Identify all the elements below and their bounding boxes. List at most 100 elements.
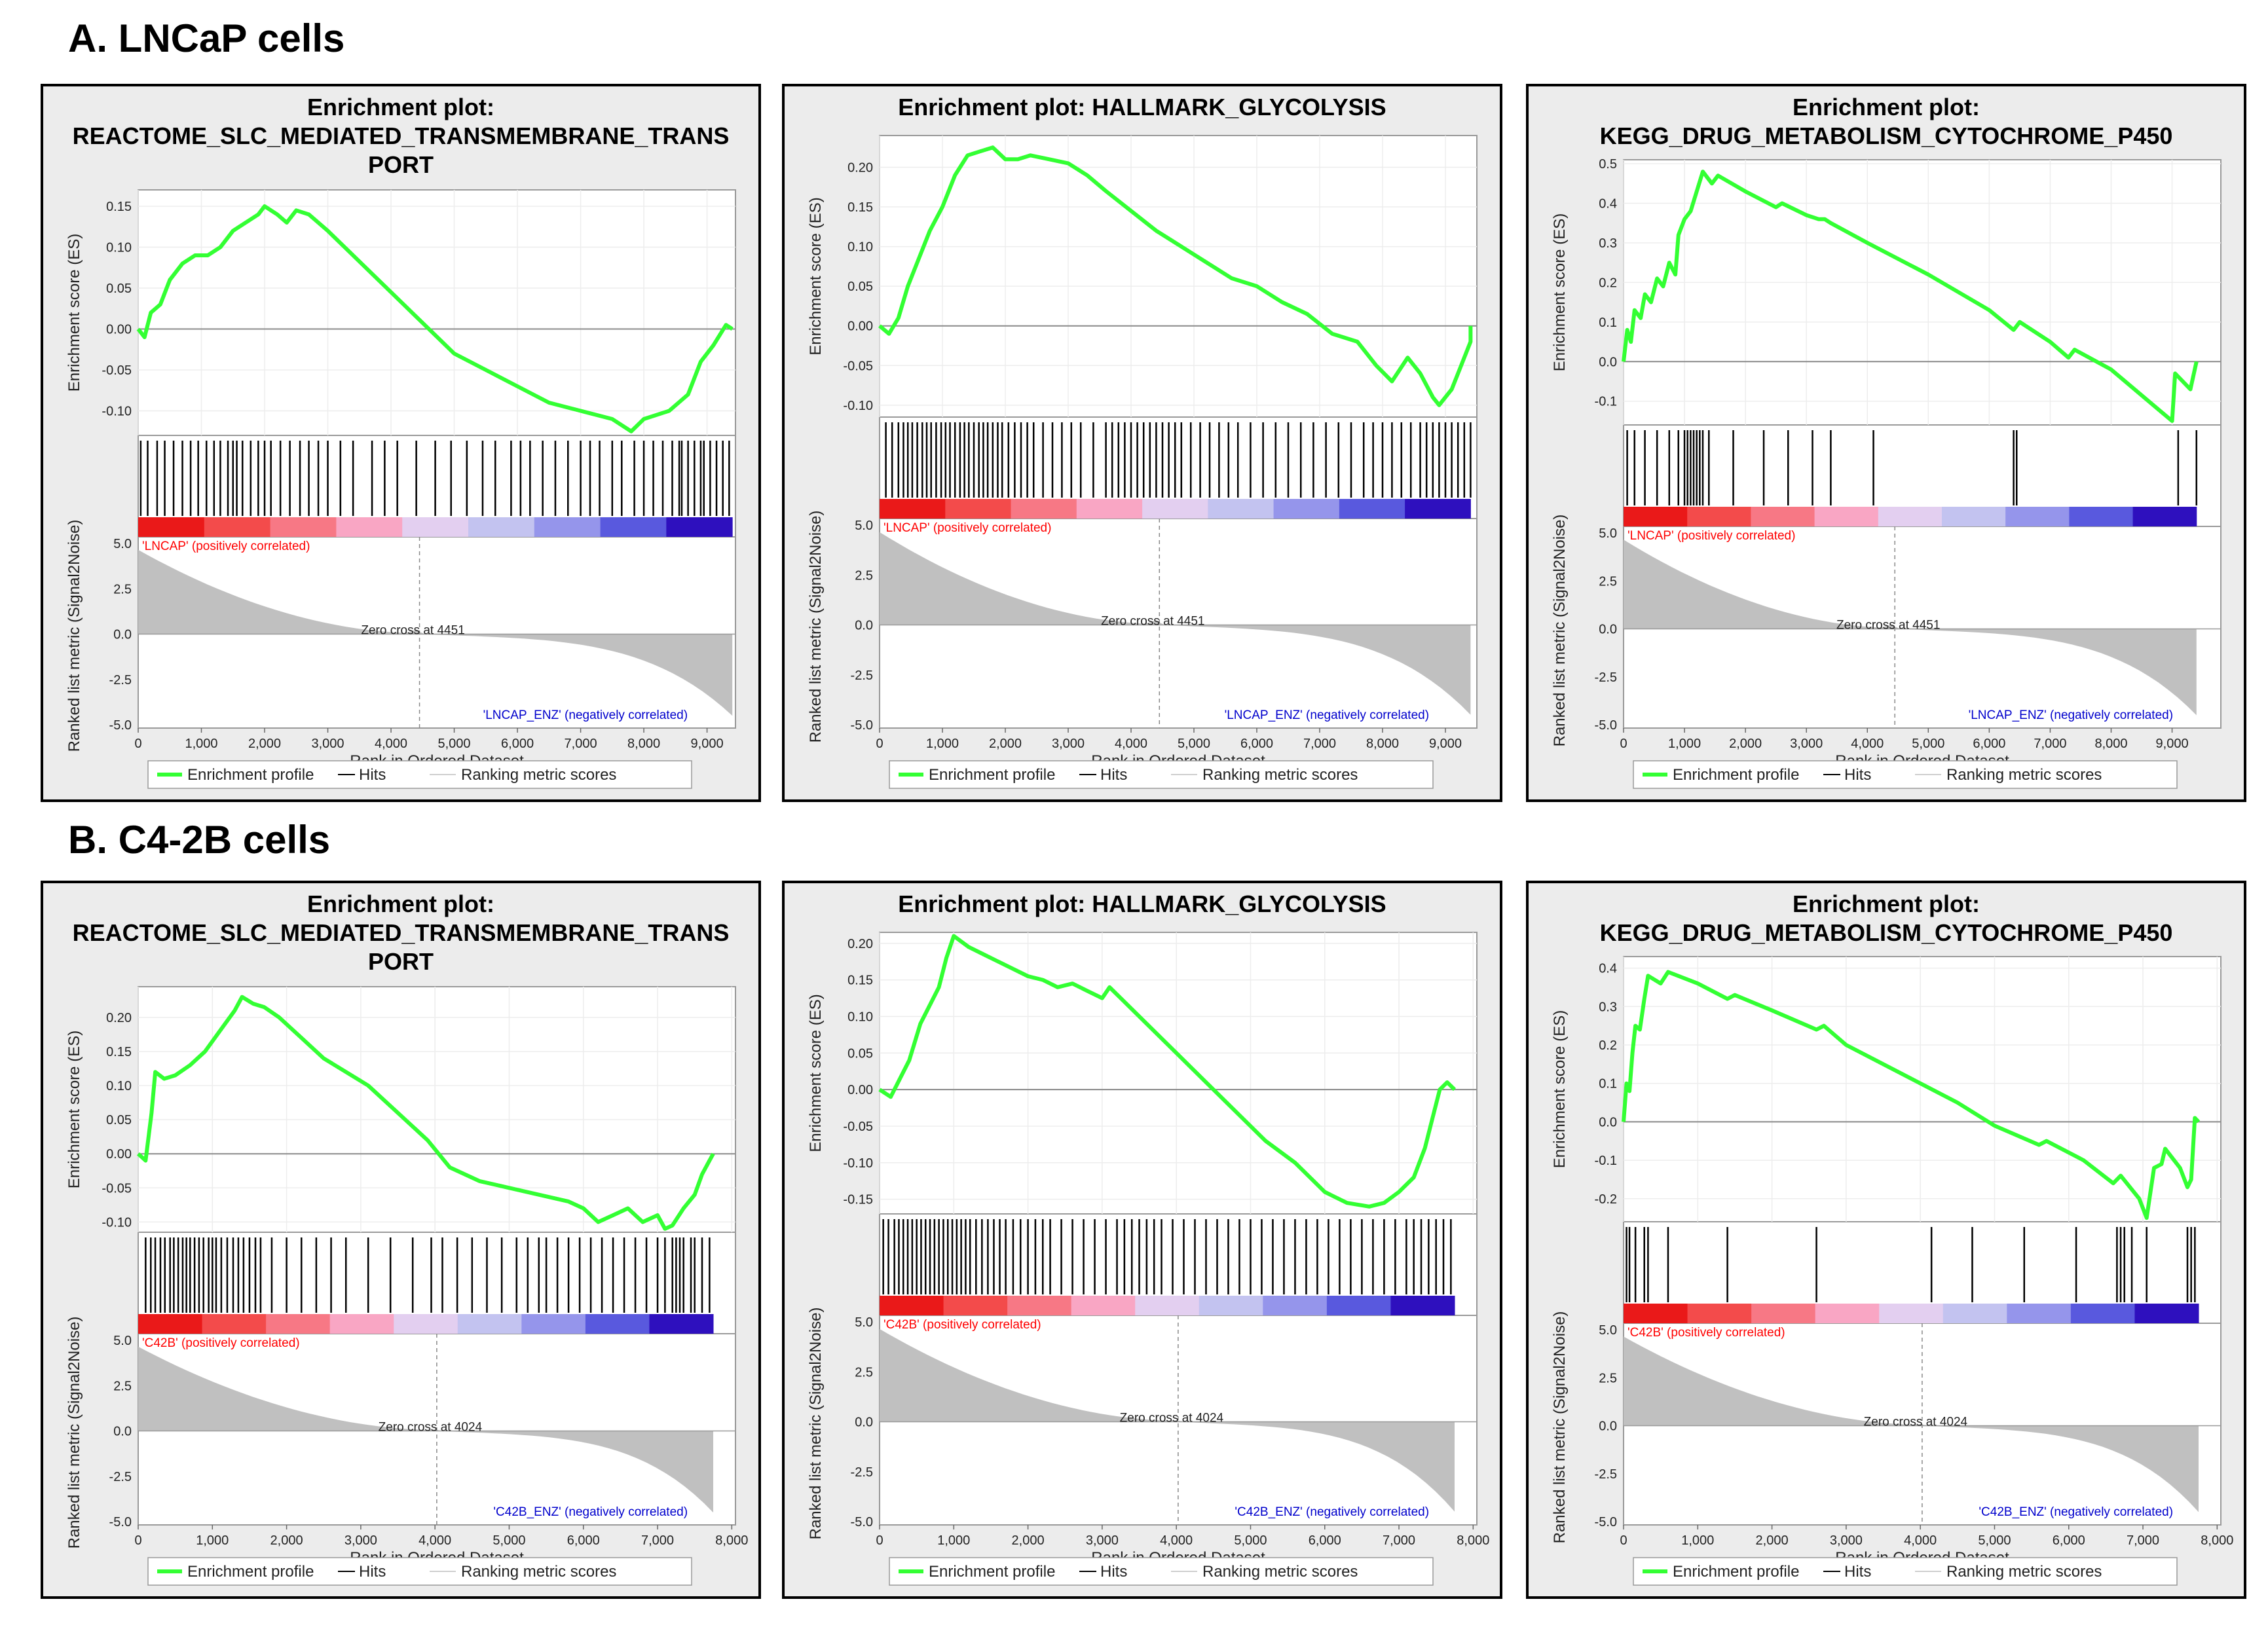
rank-heat-segment [1878,507,1943,526]
x-tick-label: 4,000 [1160,1533,1193,1548]
enrichment-profile-line [878,934,1457,1209]
legend-box [1633,1557,2178,1586]
es-tick-label: 0.4 [1599,962,1617,976]
legend-enrichment-label: Enrichment profile [1673,766,1799,784]
positive-correlation-label: 'C42B' (positively correlated) [142,1336,300,1350]
rank-tick-label: 2.5 [855,568,873,583]
x-tick-label: 0 [134,737,141,751]
chart-title-line: Enrichment plot: [1793,94,1980,120]
x-tick-label: 5,000 [493,1533,525,1548]
legend-enrichment-label: Enrichment profile [187,1563,314,1581]
rank-axis-label: Ranked list metric (Signal2Noise) [1551,515,1569,747]
es-tick-label: 0.20 [106,1011,132,1025]
x-tick-label: 3,000 [311,737,344,751]
rank-heat-segment [329,1314,394,1334]
negative-correlation-label: 'LNCAP_ENZ' (negatively correlated) [1969,708,2173,722]
x-tick-label: 8,000 [1366,737,1399,751]
enrichment-chart: Enrichment plot:KEGG_DRUG_METABOLISM_CYT… [1551,94,2222,789]
chart-title-line: REACTOME_SLC_MEDIATED_TRANSMEMBRANE_TRAN… [73,919,730,946]
negative-correlation-label: 'LNCAP_ENZ' (negatively correlated) [483,708,688,722]
es-tick-label: 0.05 [106,282,132,296]
rank-heat-segment [1071,1296,1136,1315]
x-tick-label: 4,000 [418,1533,451,1548]
rank-heat-segment [1390,1296,1455,1315]
rank-tick-label: 2.5 [1599,1371,1617,1385]
rank-heat-segment [1199,1296,1263,1315]
legend-box [147,760,692,789]
x-tick-label: 1,000 [196,1533,229,1548]
rank-heat-segment [1263,1296,1328,1315]
rank-heat-segment [1624,507,1688,526]
chart-legend: Enrichment profile Hits Ranking metric sco… [147,760,692,789]
x-tick-label: 1,000 [926,737,959,751]
chart-title-line: PORT [368,151,434,178]
x-tick-label: 4,000 [375,737,407,751]
section-title-a: A. LNCaP cells [68,16,345,60]
rank-tick-label: 2.5 [113,1379,132,1393]
chart-legend: Enrichment profile Hits Ranking metric sco… [889,760,1434,789]
enrichment-profile-line [136,995,715,1231]
enrichment-profile-line [1622,970,2201,1220]
es-tick-label: 0.05 [847,280,873,294]
rank-heat-segment [1339,499,1405,519]
rank-tick-label: 2.5 [1599,574,1617,589]
enrichment-plot-panel: Enrichment plot: REACTOME_SLC_MEDIATED_TR… [41,881,761,1599]
rank-axis-label: Ranked list metric (Signal2Noise) [1551,1311,1569,1544]
chart-title-line: PORT [368,948,434,975]
x-tick-label: 4,000 [1115,737,1147,751]
legend-box [147,1557,692,1586]
enrichment-chart: Enrichment plot:REACTOME_SLC_MEDIATED_TR… [65,94,736,789]
legend-ranking-label: Ranking metric scores [1202,766,1358,784]
zero-cross-label: Zero cross at 4024 [1864,1416,1968,1429]
rank-heat-segment [468,517,535,537]
rank-tick-label: 0.0 [1599,1419,1617,1434]
rank-heat-segment [1943,1304,2007,1323]
es-tick-label: -0.10 [843,399,873,413]
ranking-metric-area [1624,540,2197,716]
chart-legend: Enrichment profile Hits Ranking metric sco… [1633,1557,2178,1586]
legend-enrichment-label: Enrichment profile [1673,1563,1799,1581]
chart-legend: Enrichment profile Hits Ranking metric sco… [1633,760,2178,789]
x-tick-label: 6,000 [1240,737,1273,751]
x-tick-label: 0 [876,1533,883,1548]
x-tick-label: 2,000 [270,1533,303,1548]
ranking-metric-area [880,1328,1455,1512]
es-axis-label: Enrichment score (ES) [65,234,83,392]
rank-tick-label: 5.0 [855,519,873,533]
positive-correlation-label: 'C42B' (positively correlated) [1627,1326,1785,1340]
rank-heat-segment [1007,1296,1072,1315]
x-tick-label: 3,000 [1052,737,1085,751]
rank-heat-segment [1142,499,1208,519]
rank-tick-label: -2.5 [851,668,873,683]
rank-tick-label: 2.5 [855,1365,873,1380]
es-tick-label: -0.2 [1595,1192,1617,1207]
es-axis-label: Enrichment score (ES) [807,197,825,355]
ranking-metric-area [1624,1336,2199,1512]
rank-heat-segment [138,517,205,537]
legend-hits-label: Hits [1100,766,1127,784]
es-axis-label: Enrichment score (ES) [1551,1010,1569,1168]
rank-tick-label: -5.0 [851,1515,873,1529]
x-tick-label: 6,000 [1309,1533,1341,1548]
x-tick-label: 2,000 [248,737,281,751]
rank-tick-label: 5.0 [1599,526,1617,541]
rank-tick-label: 5.0 [855,1315,873,1330]
es-tick-label: 0.00 [106,323,132,337]
rank-tick-label: 5.0 [113,1334,132,1348]
rank-tick-label: -5.0 [851,718,873,733]
ranking-metric-area [138,1346,714,1513]
rank-heat-segment [202,1314,267,1334]
section-title-b: B. C4-2B cells [68,818,331,862]
positive-correlation-label: 'LNCAP' (positively correlated) [1627,529,1795,543]
es-axis-label: Enrichment score (ES) [807,994,825,1152]
x-tick-label: 7,000 [1303,737,1336,751]
legend-hits-label: Hits [359,766,386,784]
x-tick-label: 6,000 [567,1533,600,1548]
rank-tick-label: -5.0 [109,718,132,733]
legend-ranking-label: Ranking metric scores [461,766,616,784]
x-tick-label: 8,000 [2201,1533,2233,1548]
rank-heat-segment [336,517,403,537]
rank-tick-label: 2.5 [113,582,132,596]
rank-tick-label: -2.5 [1595,1467,1617,1482]
rank-heat-segment [2070,1304,2135,1323]
